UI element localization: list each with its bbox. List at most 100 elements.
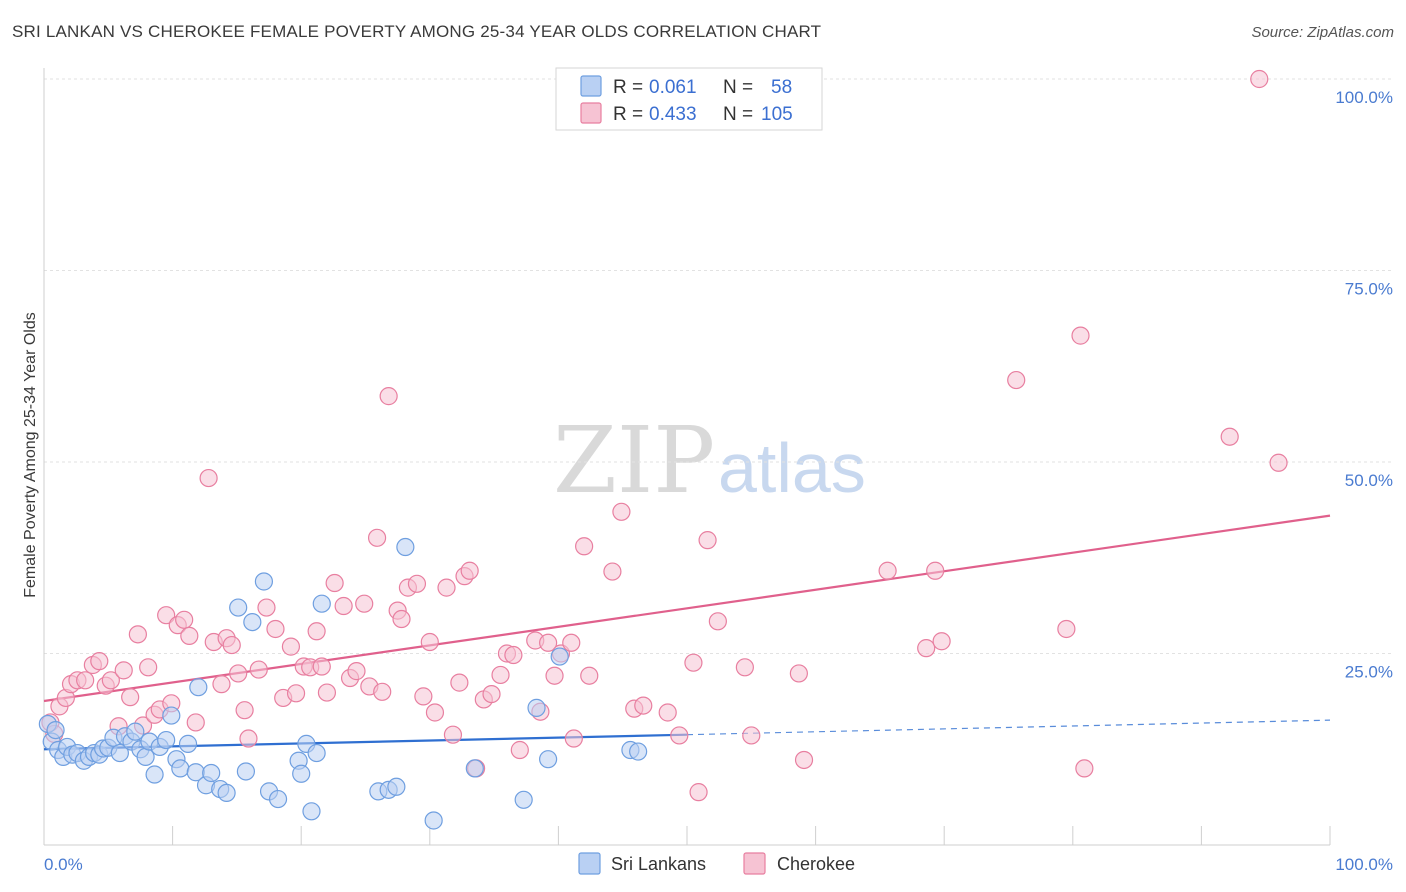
legend-n-label-1: N = <box>723 77 753 98</box>
point-sri-lankans <box>396 537 415 557</box>
point-cherokee <box>698 531 717 550</box>
point-cherokee <box>373 682 392 701</box>
point-cherokee <box>460 561 479 580</box>
point-sri-lankans <box>162 706 181 725</box>
point-cherokee <box>612 502 631 521</box>
point-cherokee <box>450 673 469 692</box>
point-cherokee <box>229 664 248 683</box>
point-cherokee <box>101 671 120 690</box>
legend-r-label-1: R = <box>613 77 643 98</box>
point-cherokee <box>789 664 808 683</box>
point-cherokee <box>90 652 109 671</box>
point-sri-lankans <box>145 765 164 784</box>
point-cherokee <box>180 626 199 645</box>
point-cherokee <box>482 684 501 704</box>
point-cherokee <box>157 606 176 625</box>
point-cherokee <box>689 783 708 802</box>
y-tick-label: 100.0% <box>1335 88 1393 107</box>
watermark-atlas: atlas <box>718 429 866 507</box>
point-sri-lankans <box>307 743 326 763</box>
data-points <box>38 69 1288 830</box>
point-sri-lankans <box>243 612 262 632</box>
legend-r-value-1: 0.061 <box>649 77 697 98</box>
legend-n-value-2: 105 <box>761 104 793 125</box>
point-sri-lankans <box>254 572 274 591</box>
point-sri-lankans <box>387 777 406 796</box>
y-tick-label: 25.0% <box>1345 663 1393 682</box>
point-cherokee <box>670 726 689 745</box>
point-cherokee <box>1220 427 1239 446</box>
point-cherokee <box>114 661 133 680</box>
point-cherokee <box>1269 453 1288 472</box>
point-cherokee <box>917 639 936 658</box>
point-cherokee <box>257 598 276 617</box>
point-sri-lankans <box>236 762 256 781</box>
point-cherokee <box>239 729 258 748</box>
point-sri-lankans <box>424 811 443 830</box>
point-cherokee <box>199 468 218 488</box>
point-cherokee <box>414 687 433 706</box>
point-sri-lankans <box>292 764 311 783</box>
point-cherokee <box>1057 619 1076 639</box>
point-cherokee <box>307 622 326 641</box>
legend-r-value-2: 0.433 <box>649 104 697 125</box>
point-cherokee <box>437 578 456 597</box>
point-cherokee <box>235 701 254 720</box>
point-sri-lankans <box>157 730 176 750</box>
point-sri-lankans <box>110 743 129 763</box>
point-sri-lankans <box>136 747 155 767</box>
point-cherokee <box>76 671 95 690</box>
point-sri-lankans <box>178 734 198 753</box>
point-cherokee <box>128 625 147 644</box>
point-cherokee <box>266 619 285 639</box>
point-cherokee <box>312 657 331 676</box>
point-cherokee <box>1007 370 1026 390</box>
legend-r-label-2: R = <box>613 104 643 125</box>
point-cherokee <box>545 666 564 685</box>
point-sri-lankans <box>229 598 248 617</box>
legend-swatch-sri-lankans <box>580 75 602 97</box>
point-cherokee <box>510 740 529 760</box>
source-label: Source: ZipAtlas.com <box>1251 24 1394 41</box>
point-cherokee <box>926 561 945 580</box>
point-cherokee <box>420 632 439 652</box>
legend-top: R = 0.061 N = 58 R = 0.433 N = 105 <box>555 67 823 131</box>
point-cherokee <box>735 658 754 677</box>
point-cherokee <box>932 632 951 651</box>
point-sri-lankans <box>539 750 558 769</box>
point-sri-lankans <box>629 742 648 761</box>
point-cherokee <box>794 750 814 770</box>
point-cherokee <box>175 610 194 629</box>
x-tick-label: 100.0% <box>1335 855 1393 874</box>
point-cherokee <box>355 594 374 613</box>
point-cherokee <box>425 703 445 722</box>
point-cherokee <box>1071 326 1090 345</box>
point-cherokee <box>139 658 158 677</box>
legend-n-value-1: 58 <box>771 77 792 98</box>
legend-n-label-2: N = <box>723 104 753 125</box>
point-cherokee <box>407 574 427 593</box>
x-tick-label: 0.0% <box>44 855 83 874</box>
point-cherokee <box>325 573 344 593</box>
legend-bottom-sri-lankans: Sri Lankans <box>611 854 706 874</box>
point-cherokee <box>443 725 463 744</box>
point-cherokee <box>392 609 411 629</box>
point-cherokee <box>491 665 510 685</box>
point-sri-lankans <box>268 789 288 809</box>
point-cherokee <box>575 537 594 556</box>
chart-title: SRI LANKAN VS CHEROKEE FEMALE POVERTY AM… <box>12 22 822 41</box>
point-cherokee <box>634 696 653 715</box>
point-cherokee <box>281 637 301 656</box>
point-cherokee <box>742 726 761 745</box>
gridlines <box>44 78 1393 654</box>
point-cherokee <box>212 675 231 694</box>
legend-bottom: Sri Lankans Cherokee <box>578 852 855 875</box>
point-cherokee <box>379 387 398 406</box>
legend-bottom-swatch-cherokee <box>743 852 766 875</box>
point-sri-lankans <box>465 759 484 778</box>
trend-line-sri-lankans-extension <box>686 719 1331 736</box>
point-sri-lankans <box>302 802 321 821</box>
point-cherokee <box>249 660 268 679</box>
point-cherokee <box>121 688 140 707</box>
